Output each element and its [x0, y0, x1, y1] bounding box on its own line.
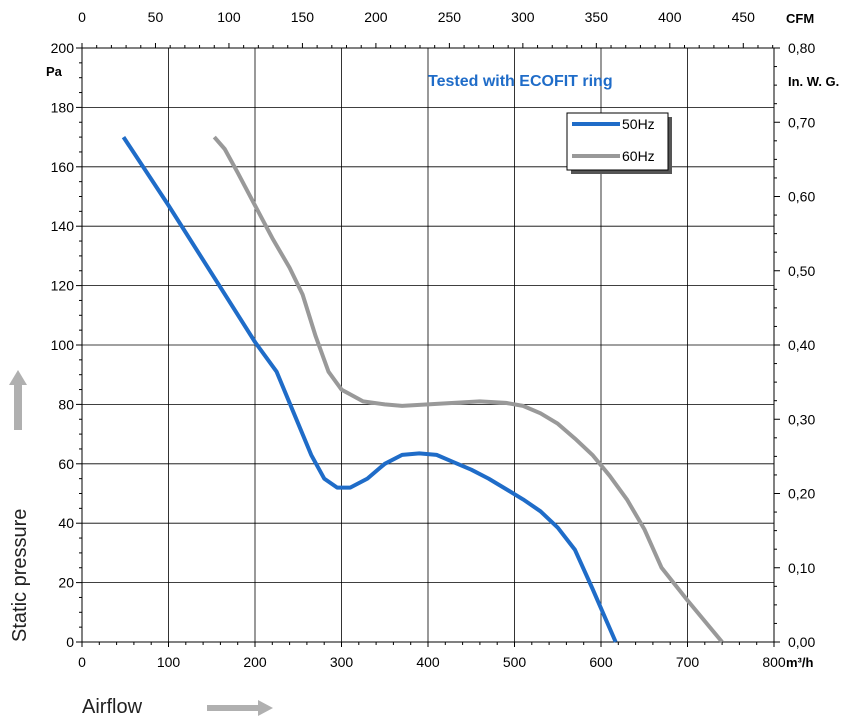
y-tick-label: 200: [51, 40, 75, 56]
x2-unit-label: CFM: [786, 11, 814, 26]
series-line-60hz: [212, 135, 724, 644]
x-tick-label: 700: [676, 654, 700, 670]
y-tick-label: 120: [51, 278, 75, 294]
y2-tick-label: 0,00: [788, 634, 815, 650]
x-tick-label: 800: [762, 654, 786, 670]
x2-tick-label: 350: [585, 9, 609, 25]
y2-unit-label: In. W. G.: [788, 74, 839, 89]
x-unit-label: m³/h: [786, 655, 814, 670]
y-axis-title-group: Static pressure: [9, 370, 31, 642]
y-tick-label: 20: [58, 575, 74, 591]
x-tick-label: 500: [503, 654, 527, 670]
x2-tick-label: 50: [148, 9, 164, 25]
x-tick-label: 300: [330, 654, 354, 670]
x-axis-title: Airflow: [82, 696, 143, 718]
y2-tick-label: 0,40: [788, 337, 815, 353]
x-tick-label: 200: [243, 654, 267, 670]
x2-tick-label: 300: [511, 9, 535, 25]
y-tick-label: 160: [51, 159, 75, 175]
x2-tick-label: 100: [217, 9, 241, 25]
y-tick-label: 40: [58, 515, 74, 531]
x-axis-title-group: Airflow: [82, 696, 273, 718]
x2-tick-label: 250: [438, 9, 462, 25]
x-tick-label: 100: [157, 654, 181, 670]
y-tick-label: 100: [51, 337, 75, 353]
y-tick-label: 140: [51, 218, 75, 234]
x2-tick-label: 450: [732, 9, 756, 25]
x2-tick-label: 150: [291, 9, 315, 25]
x2-tick-label: 200: [364, 9, 388, 25]
chart-annotation: Tested with ECOFIT ring: [428, 73, 613, 90]
up-arrow-icon: [9, 370, 27, 430]
series-line-50hz: [121, 135, 618, 643]
axes: 0 100 200 300 400 500 600 700 800020406080100120…: [51, 9, 816, 670]
y2-tick-label: 0,60: [788, 189, 815, 205]
series-layer: [121, 135, 724, 644]
y2-tick-label: 0,50: [788, 263, 815, 279]
legend-label-50hz: 50Hz: [622, 116, 655, 132]
y-axis-title: Static pressure: [9, 509, 31, 642]
x2-tick-label: 400: [658, 9, 682, 25]
y-unit-label: Pa: [46, 64, 63, 79]
legend: 50Hz 60Hz: [566, 112, 672, 174]
y2-tick-label: 0,70: [788, 114, 815, 130]
x-tick-label: 0: [78, 654, 86, 670]
right-arrow-icon: [207, 700, 273, 716]
x2-tick-label: 0: [78, 9, 86, 25]
legend-label-60hz: 60Hz: [622, 148, 655, 164]
y2-tick-label: 0,10: [788, 560, 815, 576]
y-tick-label: 60: [58, 456, 74, 472]
x-tick-label: 600: [589, 654, 613, 670]
y2-tick-label: 0,80: [788, 40, 815, 56]
y-tick-label: 180: [51, 99, 75, 115]
y-tick-label: 0: [66, 634, 74, 650]
y2-tick-label: 0,20: [788, 486, 815, 502]
x-tick-label: 400: [416, 654, 440, 670]
y-tick-label: 80: [58, 396, 74, 412]
y2-tick-label: 0,30: [788, 411, 815, 427]
